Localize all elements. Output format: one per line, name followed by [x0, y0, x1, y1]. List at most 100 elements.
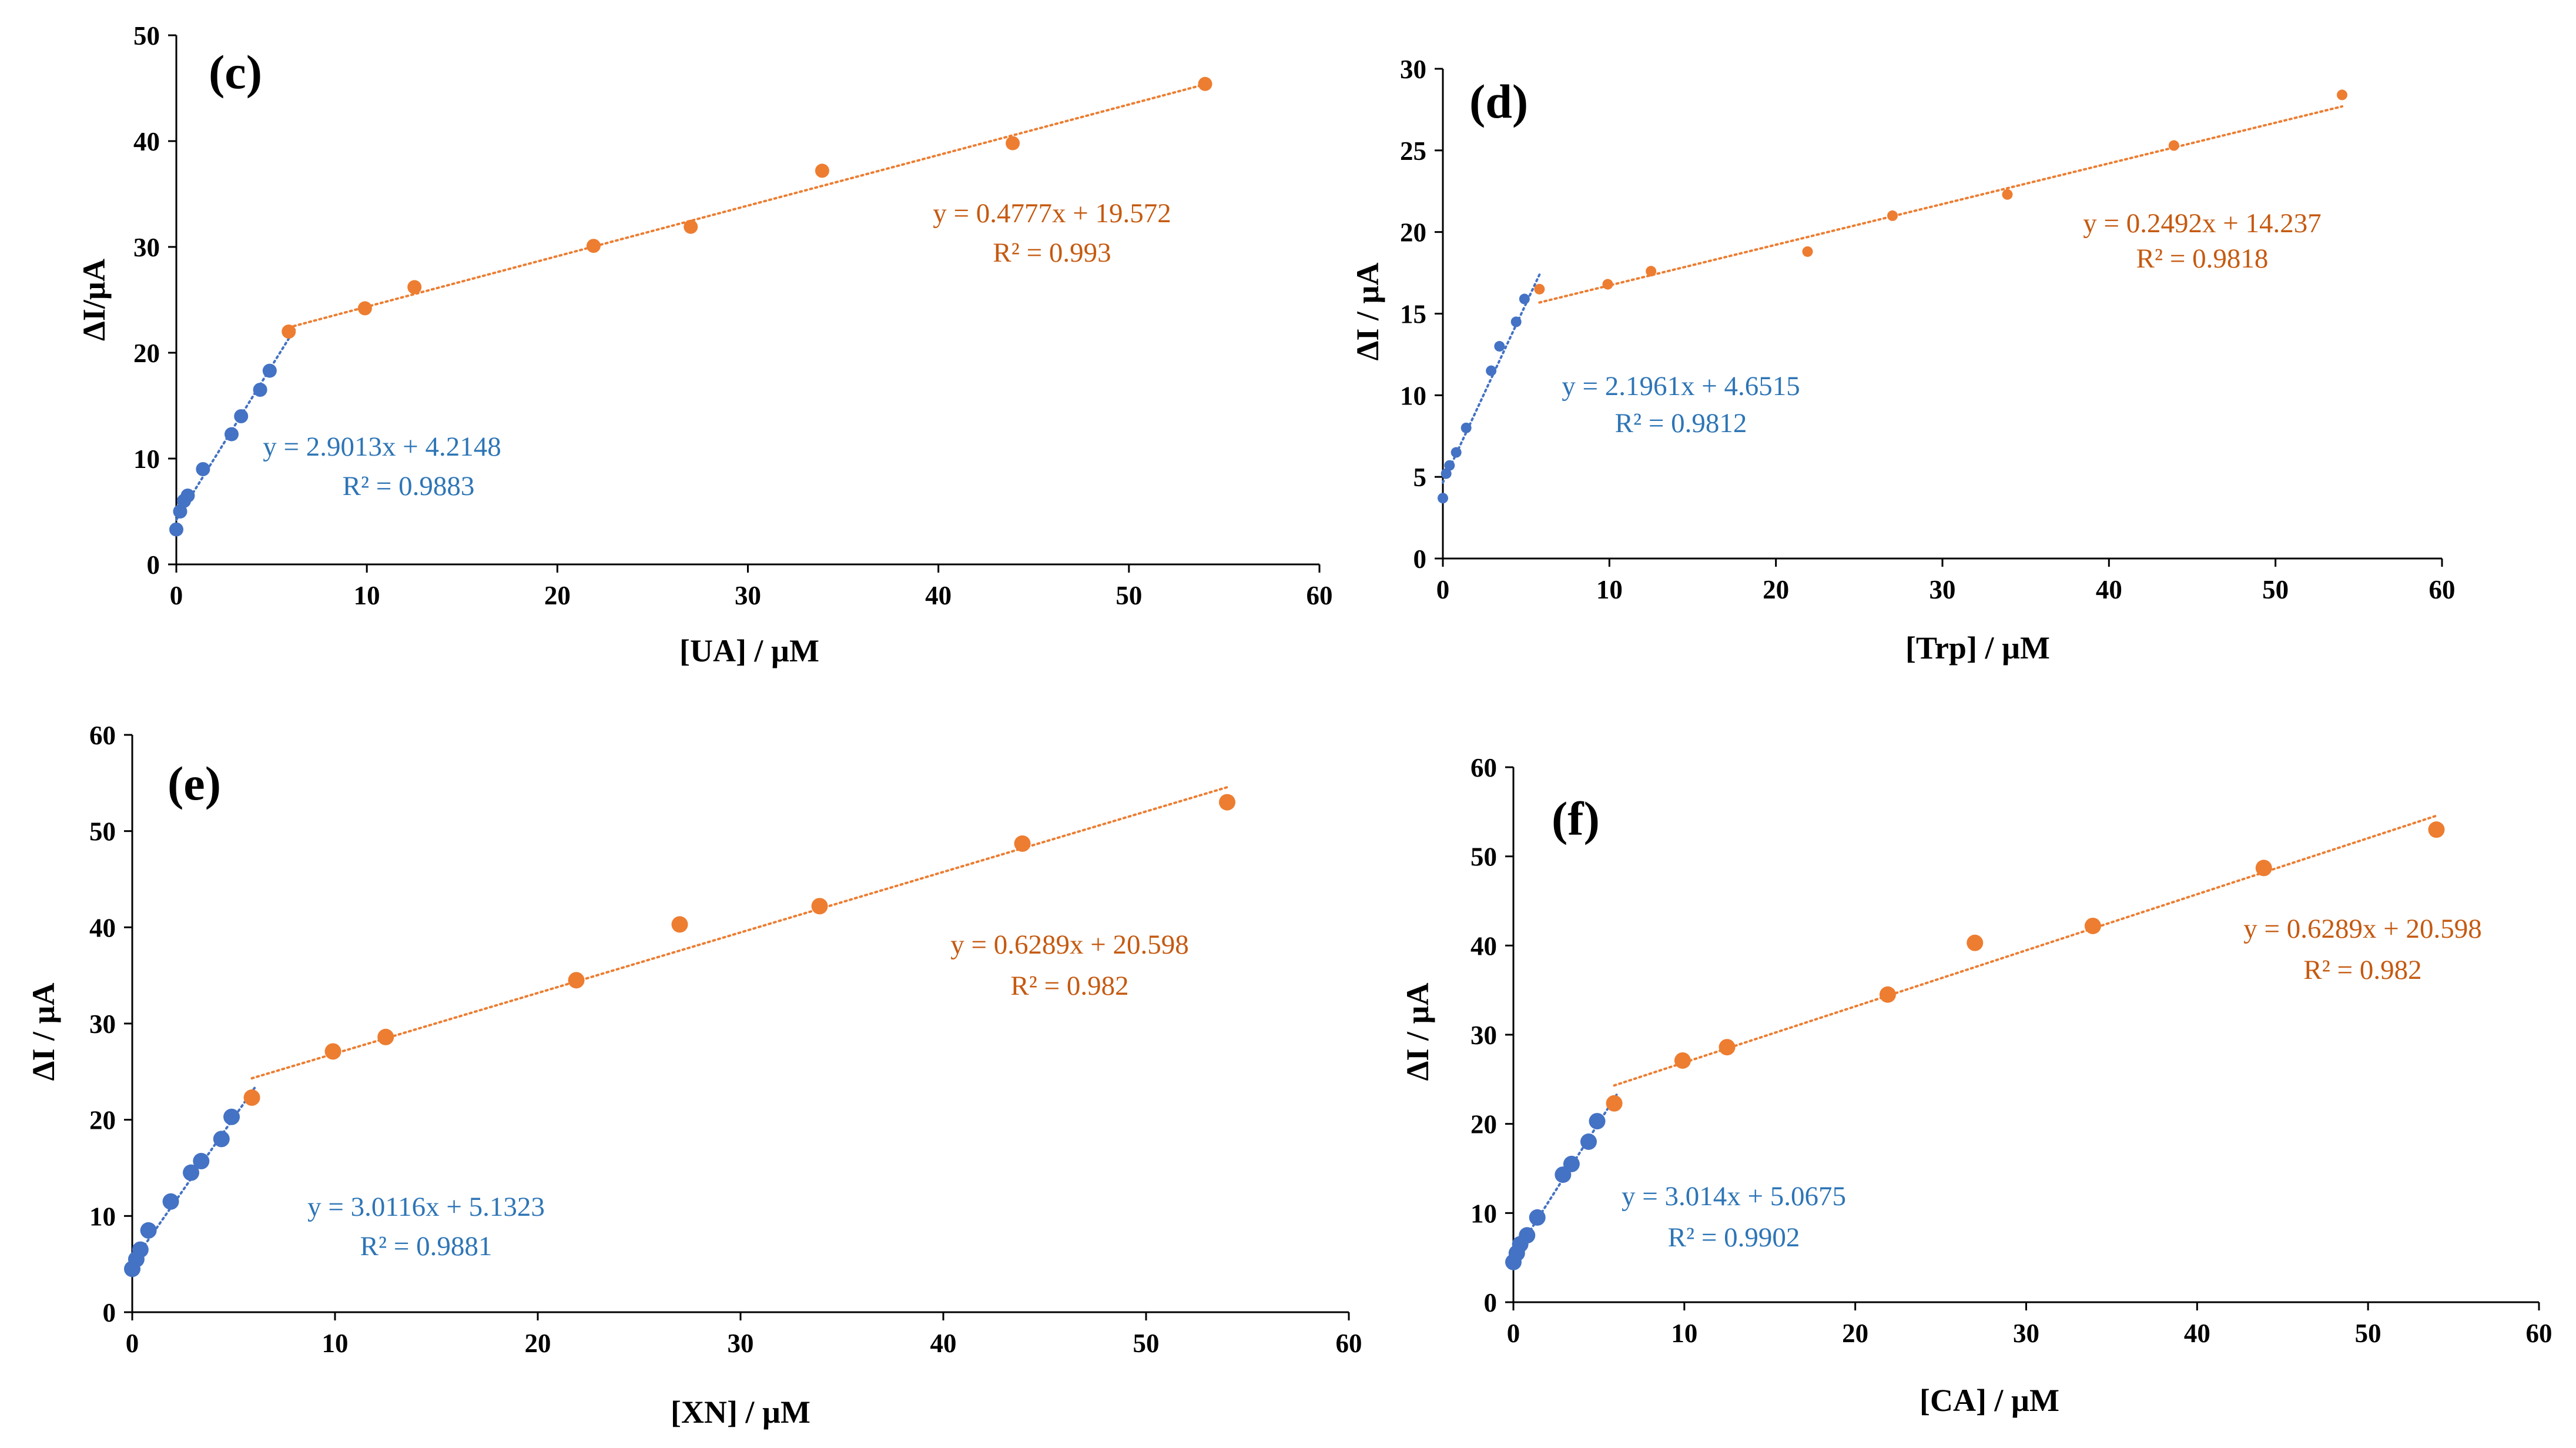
orange-data-point [2337, 89, 2347, 101]
orange-data-point [407, 280, 422, 295]
blue-data-point [1494, 341, 1505, 352]
y-tick-label: 30 [133, 233, 160, 262]
orange-data-point [2002, 189, 2013, 200]
y-tick-label: 0 [147, 550, 160, 580]
x-tick-label: 60 [2526, 1319, 2552, 1348]
x-tick-label: 60 [1336, 1329, 1362, 1358]
blue-data-point [196, 462, 210, 476]
orange-data-point [1198, 76, 1212, 91]
blue-data-point [183, 1164, 200, 1181]
orange-fit-equation: y = 0.4777x + 19.572 [933, 198, 1171, 229]
orange-fit-equation: y = 0.6289x + 20.598 [2243, 914, 2482, 944]
x-tick-label: 30 [2013, 1319, 2039, 1348]
orange-data-point [586, 239, 601, 253]
orange-data-point [1219, 794, 1235, 811]
y-tick-label: 20 [1400, 218, 1426, 248]
x-tick-label: 40 [930, 1329, 957, 1358]
y-tick-label: 10 [1470, 1199, 1497, 1228]
blue-data-point [1441, 468, 1452, 479]
x-tick-label: 10 [1596, 575, 1623, 604]
blue-data-point [162, 1193, 179, 1210]
blue-data-point [1460, 422, 1472, 433]
blue-data-point [223, 1108, 240, 1125]
orange-data-point [1534, 283, 1545, 295]
orange-fit-line [287, 83, 1207, 329]
blue-data-point [1451, 447, 1462, 458]
x-axis-title: [XN] / µM [671, 1395, 810, 1430]
orange-data-point [1014, 835, 1031, 852]
blue-data-point [1563, 1155, 1580, 1172]
orange-data-point [1602, 279, 1613, 290]
x-tick-label: 60 [1307, 581, 1333, 610]
orange-data-point [2168, 140, 2179, 151]
x-tick-label: 0 [1507, 1319, 1520, 1348]
blue-fit-equation: y = 2.9013x + 4.2148 [263, 432, 501, 462]
y-tick-label: 20 [1470, 1110, 1497, 1139]
y-tick-label: 30 [89, 1009, 116, 1039]
y-tick-label: 0 [1413, 544, 1427, 574]
x-tick-label: 50 [1133, 1329, 1160, 1358]
panel-label: (d) [1469, 75, 1528, 128]
blue-data-point [132, 1241, 149, 1258]
blue-data-point [1519, 1227, 1536, 1244]
orange-data-point [671, 916, 688, 933]
x-tick-label: 50 [1116, 581, 1142, 610]
orange-fit-line [250, 786, 1228, 1080]
x-tick-label: 40 [2096, 575, 2122, 604]
blue-data-point [180, 489, 195, 503]
panel-d: 0 10 20 30 40 50 60 0 5 10 15 20 25 30 (d) y = 2.1961… [1350, 55, 2456, 666]
orange-data-point [1674, 1052, 1691, 1069]
orange-data-point [1006, 136, 1020, 151]
blue-data-point [193, 1153, 210, 1170]
y-tick-label: 10 [89, 1202, 116, 1231]
x-tick-label: 50 [2262, 575, 2289, 604]
orange-fit-equation: y = 0.6289x + 20.598 [950, 929, 1189, 960]
x-tick-label: 30 [1930, 575, 1956, 604]
orange-data-point [1967, 934, 1984, 951]
y-tick-label: 10 [1400, 381, 1426, 410]
panel-label: (c) [209, 45, 262, 99]
orange-data-point [324, 1043, 341, 1060]
x-tick-label: 10 [354, 581, 380, 610]
x-tick-label: 20 [1842, 1319, 1868, 1348]
panel-label: (f) [1552, 792, 1600, 845]
y-axis-title: ΔI / µA [1350, 263, 1385, 361]
y-tick-label: 20 [89, 1106, 116, 1135]
y-tick-label: 50 [1470, 842, 1497, 872]
blue-fit-line [175, 328, 296, 521]
y-tick-label: 40 [89, 913, 116, 942]
orange-data-point [684, 219, 698, 234]
blue-data-point [1438, 493, 1448, 504]
blue-data-point [225, 427, 239, 442]
orange-data-point [2255, 860, 2272, 877]
blue-fit-r2: R² = 0.9902 [1668, 1222, 1800, 1253]
y-tick-label: 15 [1400, 300, 1426, 329]
orange-data-point [568, 972, 585, 989]
x-tick-label: 20 [544, 581, 571, 610]
y-tick-label: 0 [1484, 1288, 1498, 1317]
x-tick-label: 0 [170, 581, 183, 610]
panel-c: 0 10 20 30 40 50 60 0 10 20 30 40 50 (c) y = 2.9013x… [76, 21, 1333, 668]
orange-data-point [282, 325, 296, 339]
orange-data-point [1606, 1095, 1623, 1112]
y-tick-label: 5 [1413, 463, 1427, 492]
orange-data-point [377, 1028, 394, 1045]
orange-fit-r2: R² = 0.982 [1010, 971, 1128, 1001]
orange-data-point [2428, 821, 2445, 838]
y-tick-label: 40 [1470, 931, 1497, 961]
orange-fit-r2: R² = 0.9818 [2136, 243, 2269, 274]
x-tick-label: 60 [2429, 575, 2456, 604]
y-axis-title: ΔI/µA [76, 259, 112, 341]
blue-data-point [1444, 460, 1455, 471]
orange-data-point [1887, 210, 1898, 221]
x-axis-title: [UA] / µM [679, 633, 819, 668]
x-tick-label: 0 [126, 1329, 139, 1358]
panel-e: 0 10 20 30 40 50 60 0 10 20 30 40 50 60 (e) y = 3.011… [26, 721, 1362, 1430]
y-tick-label: 60 [1470, 753, 1497, 782]
orange-data-point [1879, 986, 1896, 1003]
y-tick-label: 50 [133, 21, 160, 51]
blue-data-point [1486, 365, 1497, 376]
orange-fit-line [1613, 814, 2438, 1087]
blue-data-point [140, 1222, 157, 1239]
